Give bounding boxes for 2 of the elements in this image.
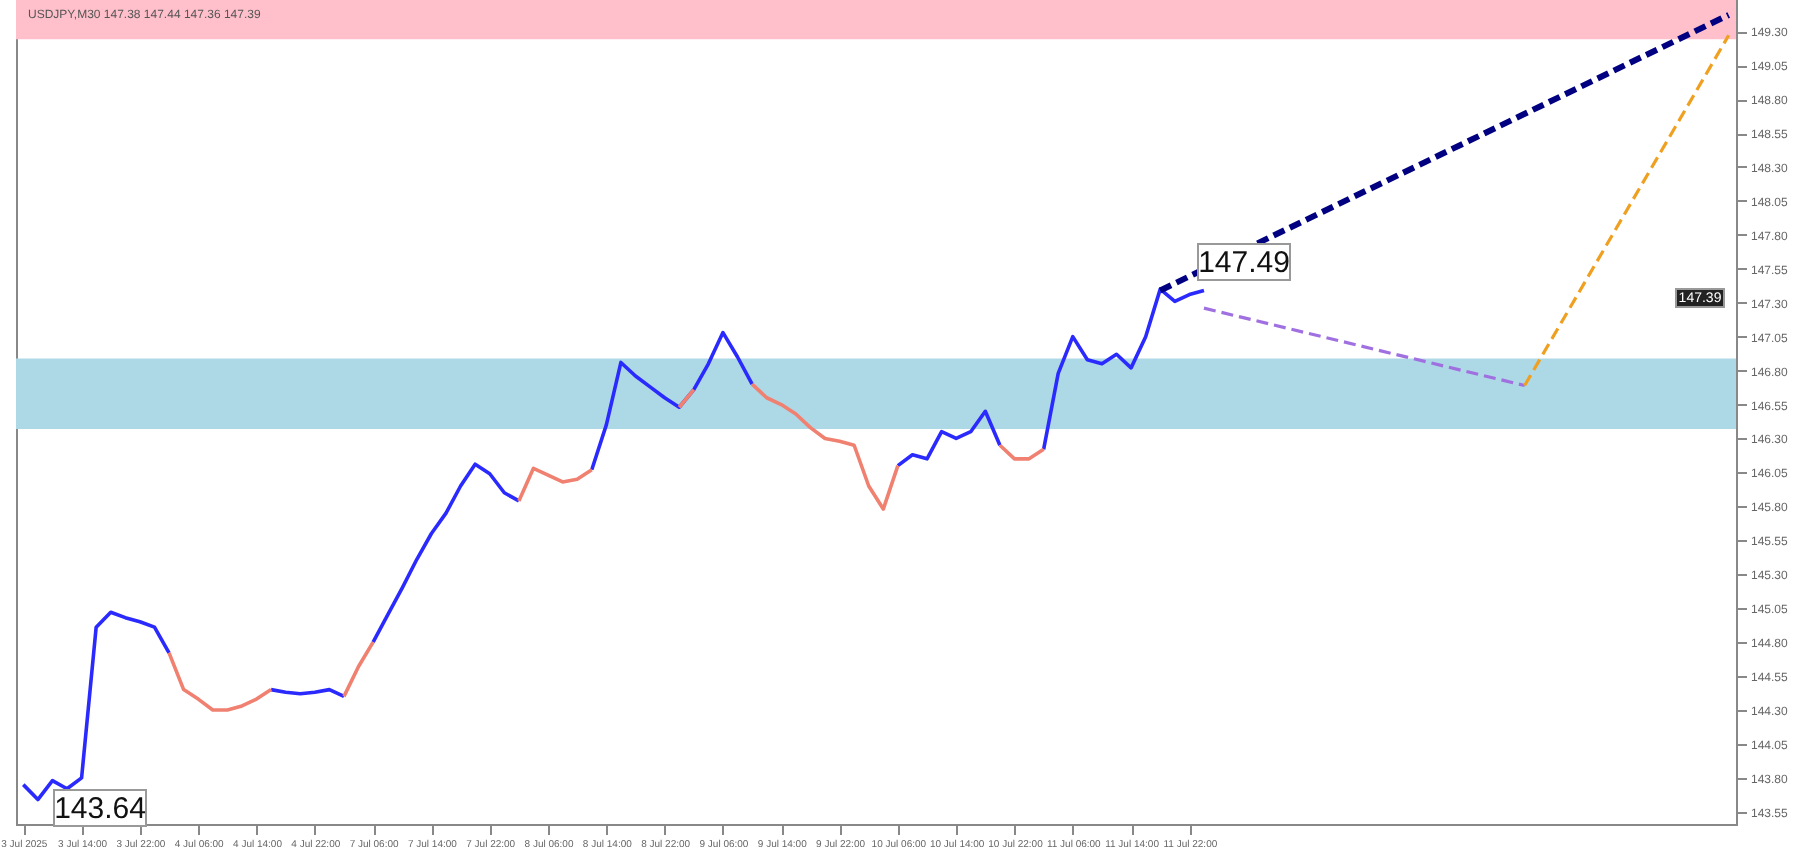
annotation: 147.49 bbox=[1198, 246, 1290, 280]
annotation: 143.64 bbox=[54, 792, 146, 826]
